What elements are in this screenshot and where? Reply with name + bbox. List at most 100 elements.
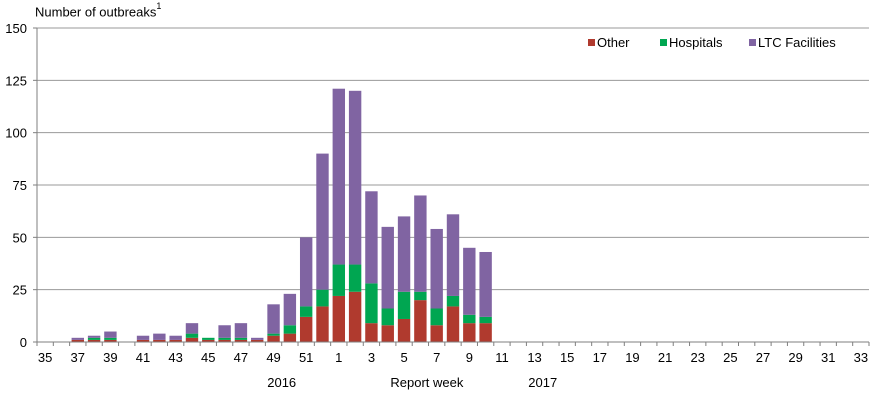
bar-hospitals-week-2 xyxy=(348,264,362,292)
bar-other-week-5 xyxy=(397,318,411,342)
bar-other-week-52 xyxy=(316,306,329,342)
bar-ltc-facilities-week-8 xyxy=(446,214,460,296)
x-tick-label: 23 xyxy=(690,350,704,365)
bar-hospitals-week-8 xyxy=(446,295,460,307)
bar-hospitals-week-3 xyxy=(365,283,378,324)
y-tick-label: 25 xyxy=(13,283,27,298)
bar-hospitals-week-38 xyxy=(87,337,101,340)
bar-hospitals-week-9 xyxy=(463,314,476,324)
bar-hospitals-week-39 xyxy=(104,337,117,340)
bar-other-week-49 xyxy=(267,335,280,342)
x-tick-label: 33 xyxy=(854,350,868,365)
x-tick-label: 31 xyxy=(821,350,835,365)
bar-ltc-facilities-week-4 xyxy=(381,226,394,309)
x-tick-label: 9 xyxy=(466,350,473,365)
bar-other-week-6 xyxy=(414,300,427,342)
x-tick-label: 11 xyxy=(495,350,509,365)
y-tick-label: 0 xyxy=(20,335,27,350)
y-axis-title: Number of outbreaks1 xyxy=(35,1,161,20)
bar-ltc-facilities-week-43 xyxy=(169,335,182,340)
bar-ltc-facilities-week-5 xyxy=(397,216,411,292)
bar-ltc-facilities-week-42 xyxy=(153,333,166,340)
legend-swatch-hospitals xyxy=(660,39,667,46)
bar-ltc-facilities-week-6 xyxy=(414,195,427,292)
bar-hospitals-week-46 xyxy=(218,337,231,340)
bar-hospitals-week-6 xyxy=(414,291,427,301)
legend-swatch-other xyxy=(588,39,595,46)
x-tick-label: 25 xyxy=(723,350,737,365)
bar-other-week-46 xyxy=(218,339,231,342)
bar-ltc-facilities-week-44 xyxy=(185,323,199,334)
year-label-2017: 2017 xyxy=(528,375,557,390)
bar-ltc-facilities-week-9 xyxy=(463,247,476,315)
bar-stacks xyxy=(71,88,492,342)
x-tick-label: 51 xyxy=(299,350,313,365)
bar-hospitals-week-49 xyxy=(267,333,280,336)
bar-hospitals-week-47 xyxy=(234,337,248,340)
bar-hospitals-week-44 xyxy=(185,333,199,338)
legend: Other Hospitals LTC Facilities xyxy=(588,35,836,50)
bar-ltc-facilities-week-1 xyxy=(332,88,346,265)
legend-label-other: Other xyxy=(597,35,630,50)
bar-other-week-42 xyxy=(153,339,166,342)
bar-ltc-facilities-week-47 xyxy=(234,323,248,338)
x-tick-label: 1 xyxy=(335,350,342,365)
bar-other-week-44 xyxy=(185,337,199,342)
bar-ltc-facilities-week-48 xyxy=(251,337,264,340)
bar-other-week-1 xyxy=(332,295,346,342)
bar-other-week-50 xyxy=(283,333,297,342)
legend-label-ltc-facilities: LTC Facilities xyxy=(758,35,836,50)
bar-ltc-facilities-week-38 xyxy=(87,335,101,338)
bar-other-week-3 xyxy=(365,323,378,342)
x-tick-label: 39 xyxy=(103,350,117,365)
legend-swatch-ltc-facilities xyxy=(749,39,756,46)
y-tick-label: 100 xyxy=(5,126,27,141)
x-tick-label: 29 xyxy=(788,350,802,365)
x-tick-label: 35 xyxy=(38,350,52,365)
x-tick-label: 43 xyxy=(168,350,182,365)
x-tick-label: 7 xyxy=(433,350,440,365)
y-tick-label: 150 xyxy=(5,21,27,36)
x-tick-label: 27 xyxy=(756,350,770,365)
y-axis-title-text: Number of outbreaks xyxy=(35,4,157,20)
legend-label-hospitals: Hospitals xyxy=(669,35,723,50)
bar-other-week-4 xyxy=(381,325,394,342)
bar-other-week-47 xyxy=(234,339,248,342)
x-tick-label: 21 xyxy=(658,350,672,365)
bar-hospitals-week-4 xyxy=(381,308,394,326)
x-tick-label: 19 xyxy=(625,350,639,365)
bar-ltc-facilities-week-7 xyxy=(430,228,443,309)
bar-other-week-7 xyxy=(430,325,443,342)
bar-ltc-facilities-week-3 xyxy=(365,191,378,284)
bar-ltc-facilities-week-51 xyxy=(299,237,313,307)
bar-other-week-9 xyxy=(463,323,476,342)
x-tick-label: 41 xyxy=(136,350,150,365)
x-tick-label: 13 xyxy=(527,350,541,365)
x-tick-label: 5 xyxy=(400,350,407,365)
bar-other-week-45 xyxy=(202,339,215,342)
bar-ltc-facilities-week-2 xyxy=(348,90,362,265)
bar-ltc-facilities-week-41 xyxy=(136,335,150,340)
bar-ltc-facilities-week-46 xyxy=(218,325,231,338)
bar-other-week-37 xyxy=(71,339,84,342)
y-tick-label: 50 xyxy=(13,230,27,245)
bar-hospitals-week-50 xyxy=(283,325,297,334)
year-label-2016: 2016 xyxy=(267,375,296,390)
x-tick-label: 47 xyxy=(234,350,248,365)
bar-other-week-43 xyxy=(169,339,182,342)
x-tick-label: 3 xyxy=(368,350,375,365)
bar-hospitals-week-52 xyxy=(316,289,329,307)
bar-hospitals-week-5 xyxy=(397,291,411,319)
bar-other-week-41 xyxy=(136,339,150,342)
bar-other-week-39 xyxy=(104,339,117,342)
x-tick-label: 37 xyxy=(71,350,85,365)
bar-other-week-10 xyxy=(479,323,492,342)
bar-other-week-8 xyxy=(446,306,460,342)
bar-other-week-2 xyxy=(348,291,362,342)
x-tick-label: 45 xyxy=(201,350,215,365)
bar-other-week-38 xyxy=(87,339,101,342)
y-tick-label: 125 xyxy=(5,73,27,88)
bar-ltc-facilities-week-10 xyxy=(479,251,492,317)
